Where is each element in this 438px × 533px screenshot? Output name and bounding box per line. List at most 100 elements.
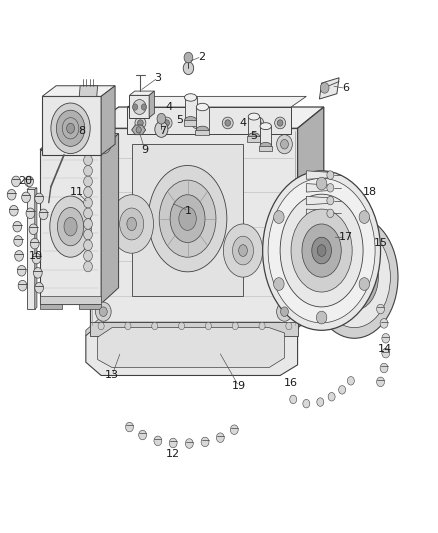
Ellipse shape — [222, 117, 233, 129]
Circle shape — [169, 438, 177, 448]
Polygon shape — [297, 107, 324, 328]
Circle shape — [183, 62, 194, 75]
Circle shape — [380, 319, 388, 328]
Polygon shape — [79, 86, 98, 96]
Circle shape — [125, 322, 131, 330]
Polygon shape — [306, 171, 330, 179]
Polygon shape — [260, 126, 272, 146]
Circle shape — [126, 422, 134, 432]
Text: 5: 5 — [251, 131, 258, 141]
Text: 17: 17 — [339, 232, 353, 243]
Polygon shape — [259, 146, 272, 151]
Text: 15: 15 — [374, 238, 388, 247]
Circle shape — [32, 253, 41, 264]
Circle shape — [185, 439, 193, 448]
Circle shape — [84, 197, 92, 208]
Circle shape — [139, 430, 147, 440]
Polygon shape — [248, 117, 260, 136]
Circle shape — [84, 176, 92, 187]
Text: 13: 13 — [105, 370, 119, 381]
Polygon shape — [184, 120, 198, 126]
Circle shape — [29, 224, 38, 235]
Text: 14: 14 — [378, 344, 392, 354]
Text: 11: 11 — [70, 187, 84, 197]
Circle shape — [39, 209, 48, 220]
Polygon shape — [42, 96, 101, 155]
Text: 19: 19 — [232, 381, 246, 391]
Ellipse shape — [225, 120, 230, 126]
Circle shape — [205, 322, 212, 330]
Text: 2: 2 — [198, 52, 205, 61]
Polygon shape — [40, 150, 101, 304]
Circle shape — [320, 83, 329, 93]
Ellipse shape — [233, 236, 254, 265]
Circle shape — [84, 144, 92, 155]
Circle shape — [33, 268, 42, 278]
Circle shape — [21, 192, 30, 203]
Circle shape — [10, 205, 18, 216]
Ellipse shape — [192, 117, 203, 129]
Polygon shape — [101, 86, 115, 155]
Ellipse shape — [280, 194, 363, 307]
Ellipse shape — [148, 165, 227, 272]
Circle shape — [155, 122, 168, 138]
Circle shape — [327, 196, 334, 205]
Polygon shape — [306, 209, 330, 217]
Circle shape — [327, 209, 334, 217]
Ellipse shape — [164, 120, 170, 126]
Circle shape — [141, 104, 147, 110]
Ellipse shape — [239, 245, 247, 256]
Circle shape — [30, 238, 39, 249]
Polygon shape — [195, 130, 209, 135]
Ellipse shape — [317, 245, 326, 256]
Polygon shape — [90, 107, 324, 128]
Circle shape — [281, 307, 288, 317]
Text: 10: 10 — [28, 251, 42, 261]
Circle shape — [328, 392, 335, 401]
Polygon shape — [98, 328, 285, 368]
Circle shape — [84, 261, 92, 272]
Polygon shape — [27, 188, 37, 189]
Circle shape — [377, 377, 385, 386]
Circle shape — [380, 364, 388, 373]
Polygon shape — [130, 95, 149, 118]
Polygon shape — [127, 107, 291, 134]
Polygon shape — [90, 128, 297, 328]
Ellipse shape — [67, 123, 74, 133]
Ellipse shape — [138, 120, 143, 126]
Text: 16: 16 — [284, 378, 298, 389]
Circle shape — [274, 211, 284, 223]
Ellipse shape — [62, 118, 79, 139]
Polygon shape — [42, 86, 115, 96]
Circle shape — [18, 280, 27, 291]
Ellipse shape — [318, 227, 390, 328]
Circle shape — [84, 251, 92, 261]
Circle shape — [99, 140, 107, 149]
Circle shape — [12, 176, 20, 187]
Text: 12: 12 — [166, 449, 180, 458]
Polygon shape — [127, 96, 306, 107]
Ellipse shape — [263, 171, 381, 330]
Circle shape — [84, 187, 92, 197]
Polygon shape — [101, 134, 119, 304]
Circle shape — [84, 165, 92, 176]
Ellipse shape — [64, 217, 77, 236]
Ellipse shape — [136, 127, 141, 133]
Ellipse shape — [268, 178, 375, 323]
Circle shape — [152, 322, 158, 330]
Text: 4: 4 — [240, 118, 247, 128]
Polygon shape — [86, 322, 297, 375]
Circle shape — [84, 155, 92, 165]
Text: 18: 18 — [363, 187, 377, 197]
Text: 8: 8 — [78, 126, 85, 136]
Ellipse shape — [135, 117, 146, 129]
Circle shape — [327, 183, 334, 192]
Polygon shape — [40, 304, 62, 309]
Polygon shape — [319, 78, 339, 99]
Circle shape — [98, 322, 104, 330]
Circle shape — [25, 176, 33, 187]
Ellipse shape — [348, 268, 361, 286]
Ellipse shape — [50, 196, 91, 257]
Circle shape — [347, 376, 354, 385]
Circle shape — [95, 135, 111, 154]
